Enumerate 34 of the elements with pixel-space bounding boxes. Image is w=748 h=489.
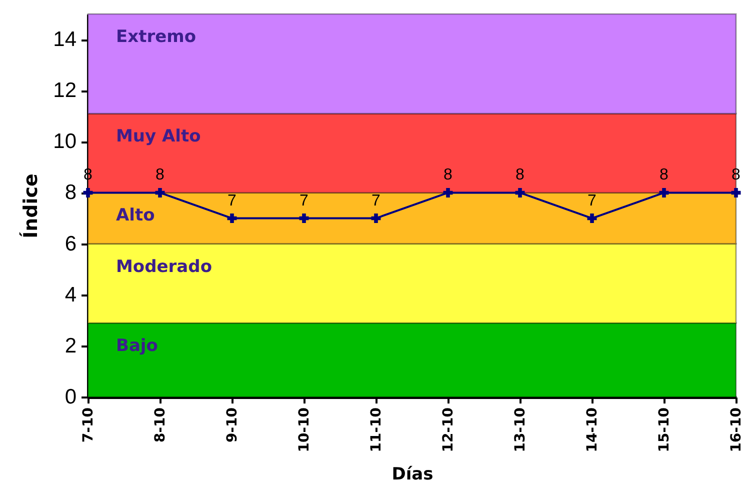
- data-label: 8: [732, 166, 741, 184]
- x-tick-label: 10-10: [296, 407, 312, 452]
- x-tick-label: 15-10: [656, 407, 672, 452]
- data-label: 7: [300, 192, 309, 210]
- x-tick-label: 16-10: [728, 407, 744, 452]
- band-label: Muy Alto: [116, 126, 201, 147]
- x-axis-title: Días: [392, 464, 434, 484]
- x-tick-label: 14-10: [584, 407, 600, 452]
- band-label: Extremo: [116, 27, 196, 47]
- x-tick-label: 8-10: [152, 407, 168, 443]
- band-label: Bajo: [116, 336, 158, 356]
- y-tick-label: 8: [64, 181, 76, 204]
- x-tick-label: 9-10: [224, 407, 240, 443]
- y-axis-title: Índice: [19, 174, 42, 238]
- data-label: 8: [444, 166, 453, 184]
- x-tick-label: 11-10: [368, 407, 384, 452]
- y-tick-label: 2: [64, 334, 76, 358]
- x-tick-label: 13-10: [512, 407, 528, 452]
- data-label: 7: [228, 192, 237, 210]
- data-label: 7: [588, 192, 597, 210]
- data-label: 8: [516, 166, 525, 184]
- y-tick-label: 12: [53, 79, 76, 102]
- y-tick-label: 10: [53, 130, 76, 154]
- band-label: Moderado: [116, 256, 212, 277]
- data-label: 7: [372, 192, 381, 210]
- y-tick-label: 14: [53, 28, 77, 52]
- band-label: Alto: [116, 206, 155, 226]
- x-tick-label: 12-10: [440, 407, 456, 452]
- y-tick-label: 0: [64, 386, 76, 408]
- x-tick-label: 7-10: [80, 407, 96, 443]
- data-label: 8: [156, 166, 165, 184]
- y-tick-label: 6: [64, 232, 76, 256]
- data-label: 8: [660, 166, 669, 184]
- y-tick-label: 4: [64, 283, 77, 306]
